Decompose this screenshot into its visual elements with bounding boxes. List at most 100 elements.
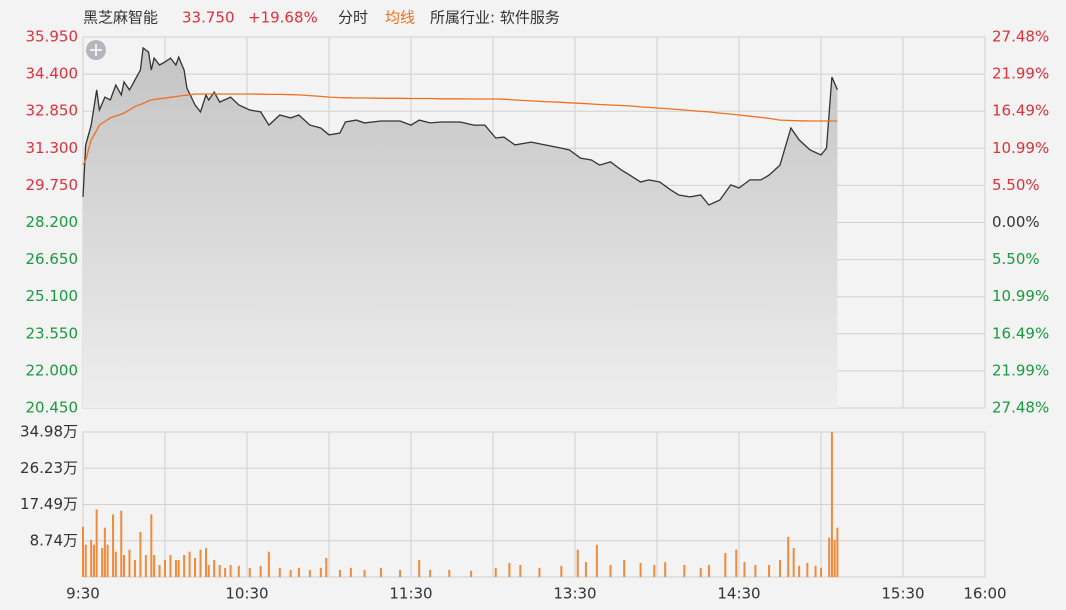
volume-bar <box>735 549 738 577</box>
volume-bar <box>768 564 771 577</box>
average-line <box>82 93 838 166</box>
volume-bar <box>92 544 95 577</box>
volume-bar <box>707 564 710 577</box>
volume-bar <box>213 560 216 577</box>
y2-tick-label: 5.50% <box>992 176 1040 194</box>
volume-bar <box>278 567 281 577</box>
volume-bar <box>836 527 839 577</box>
volume-bar <box>814 565 817 577</box>
volume-bar <box>308 569 311 577</box>
volume-bar <box>237 565 240 577</box>
volume-bar <box>792 547 795 577</box>
volume-bar <box>828 537 831 577</box>
volume-bar <box>508 562 511 577</box>
y2-tick-label: 21.99% <box>992 361 1049 379</box>
y2-tick-label: 27.48% <box>992 28 1049 46</box>
last-price: 33.750 <box>182 9 235 27</box>
volume-bar <box>338 569 341 577</box>
y-tick-label: 29.750 <box>26 176 79 194</box>
volume-bar <box>806 562 809 577</box>
y-tick-label: 26.23万 <box>20 459 78 477</box>
volume-bar <box>133 560 136 577</box>
volume-bar <box>150 514 153 577</box>
volume-bar <box>470 570 473 577</box>
y2-tick-label: 0.00% <box>992 213 1040 231</box>
volume-bar <box>325 557 328 577</box>
y-tick-label: 17.49万 <box>20 495 78 513</box>
volume-bar <box>194 557 197 577</box>
volume-bar <box>754 564 757 577</box>
y2-tick-label: 10.99% <box>992 287 1049 305</box>
volume-bar <box>820 567 822 577</box>
volume-bar <box>833 539 836 577</box>
volume-bar <box>538 567 541 577</box>
y2-tick-label: 5.50% <box>992 250 1040 268</box>
x-tick-label: 10:30 <box>225 585 268 603</box>
price-line <box>82 46 838 206</box>
volume-bar <box>724 552 727 577</box>
data-layer <box>82 46 839 577</box>
volume-bar <box>363 569 366 577</box>
volume-bar <box>169 555 172 577</box>
volume-bar <box>699 567 702 577</box>
volume-bar <box>128 549 131 577</box>
volume-bar <box>144 555 147 577</box>
price-change: +19.68% <box>248 9 318 27</box>
volume-bar <box>297 567 300 577</box>
add-button[interactable] <box>86 40 106 60</box>
y-tick-label: 35.950 <box>26 28 79 46</box>
y-tick-label: 25.100 <box>26 287 79 305</box>
volume-bar <box>779 560 781 577</box>
volume-bar <box>120 510 123 577</box>
volume-bar <box>103 527 106 577</box>
x-tick-label: 11:30 <box>389 585 432 603</box>
volume-bar <box>494 567 497 577</box>
y-tick-label: 23.550 <box>26 324 79 342</box>
volume-bar <box>399 569 402 577</box>
volume-bar <box>787 536 790 577</box>
volume-bar <box>664 562 667 577</box>
volume-bar <box>639 562 642 577</box>
volume-bar <box>114 551 117 577</box>
volume-bar <box>653 564 656 577</box>
volume-bar <box>101 547 104 577</box>
x-tick-label: 16:00 <box>963 585 1006 603</box>
volume-bar <box>164 560 166 577</box>
volume-bar <box>90 539 93 577</box>
y-tick-label: 34.400 <box>26 65 79 83</box>
volume-bar <box>106 544 109 577</box>
volume-bar <box>123 555 125 577</box>
volume-bar <box>576 549 579 577</box>
volume-bar <box>177 560 180 577</box>
industry: 所属行业: 软件服务 <box>430 9 560 27</box>
volume-bar <box>153 555 156 577</box>
price-area <box>83 48 838 408</box>
volume-bar <box>798 565 801 577</box>
volume-bar <box>743 562 746 577</box>
volume-bar <box>207 564 210 577</box>
y-tick-label: 26.650 <box>26 250 79 268</box>
y2-tick-label: 27.48% <box>992 399 1049 417</box>
volume-bar <box>205 547 207 577</box>
volume-bar <box>595 544 598 577</box>
volume-bar <box>379 567 382 577</box>
volume-bar <box>183 555 186 577</box>
x-tick-label: 15:30 <box>881 585 924 603</box>
volume-bar <box>84 544 87 577</box>
volume-bar <box>229 564 232 577</box>
y-tick-label: 22.000 <box>26 361 79 379</box>
volume-bar <box>519 564 522 577</box>
volume-bar <box>139 531 142 577</box>
volume-bar <box>199 549 202 577</box>
volume-bar <box>259 565 262 577</box>
volume-bar <box>448 569 451 577</box>
y2-tick-label: 16.49% <box>992 102 1049 120</box>
volume-bar <box>349 567 352 577</box>
volume-bar <box>584 562 587 577</box>
volume-bar <box>82 526 84 577</box>
legend-entry: 均线 <box>385 9 415 27</box>
x-tick-label: 14:30 <box>717 585 760 603</box>
volume-bar <box>188 551 191 577</box>
y2-tick-label: 21.99% <box>992 65 1049 83</box>
